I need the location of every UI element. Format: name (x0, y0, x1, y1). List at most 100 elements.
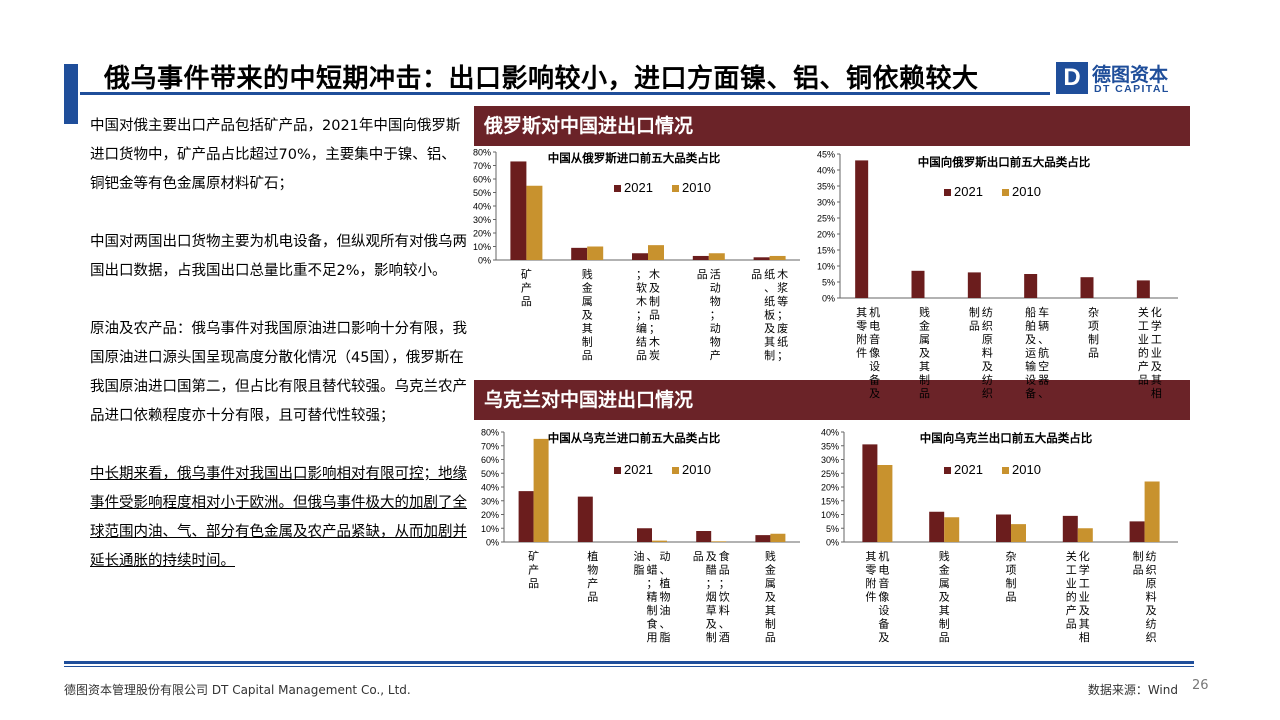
y-tick-label: 10% (473, 242, 491, 252)
svg-text:备: 备 (869, 373, 880, 387)
svg-text:软: 软 (636, 281, 647, 295)
legend-swatch (672, 467, 679, 474)
svg-text:炭: 炭 (649, 349, 660, 362)
y-tick-label: 80% (481, 428, 499, 438)
bar-2021 (632, 253, 648, 260)
svg-text:学: 学 (1151, 319, 1162, 333)
svg-text:及: 及 (706, 618, 717, 631)
svg-text:及: 及 (764, 322, 775, 335)
svg-text:项: 项 (1088, 320, 1099, 333)
svg-text:物: 物 (710, 294, 721, 308)
svg-text:贱: 贱 (765, 550, 776, 563)
x-category-label: 矿产品 (528, 550, 539, 590)
svg-text:工: 工 (1138, 320, 1149, 333)
svg-text:金: 金 (919, 319, 930, 333)
y-tick-label: 60% (473, 175, 491, 185)
svg-text:浆: 浆 (777, 281, 788, 295)
footer-divider (64, 661, 1194, 664)
svg-text:空: 空 (1038, 359, 1049, 373)
svg-text:；: ； (706, 577, 717, 590)
page-title: 俄乌事件带来的中短期冲击：出口影响较小，进口方面镍、铝、铜依赖较大 (104, 64, 979, 94)
legend-swatch (614, 467, 621, 474)
svg-text:其: 其 (939, 604, 950, 617)
paragraph-export-share: 中国对两国出口货物主要为机电设备，但纵观所有对俄乌两国出口数据，占我国出口总量比… (90, 234, 467, 279)
svg-text:产: 产 (521, 281, 532, 295)
svg-text:船: 船 (1025, 305, 1036, 319)
svg-text:及: 及 (582, 309, 593, 322)
svg-text:属: 属 (939, 577, 950, 590)
svg-text:工: 工 (1066, 564, 1077, 577)
y-tick-label: 20% (817, 230, 835, 240)
svg-text:品: 品 (1088, 347, 1099, 360)
svg-text:及: 及 (1025, 333, 1036, 346)
bar-2010 (770, 533, 786, 542)
svg-text:其: 其 (856, 306, 867, 319)
svg-text:料: 料 (982, 346, 993, 360)
svg-text:零: 零 (865, 564, 876, 577)
logo-mark-icon: D (1056, 62, 1088, 94)
svg-text:产: 产 (528, 563, 539, 577)
svg-text:制: 制 (765, 618, 776, 631)
left-text-panel: 中国对俄主要出口产品包括矿产品，2021年中国向俄罗斯进口货物中，矿产品占比超过… (90, 112, 470, 576)
y-tick-label: 15% (817, 246, 835, 256)
svg-text:航: 航 (1038, 346, 1049, 360)
svg-text:其: 其 (865, 550, 876, 563)
bar-2021 (862, 444, 878, 542)
y-tick-label: 30% (821, 455, 839, 465)
legend-label: 2021 (624, 462, 653, 477)
y-tick-label: 30% (817, 198, 835, 208)
bar-2010 (1011, 524, 1026, 542)
y-tick-label: 70% (473, 161, 491, 171)
svg-text:；: ； (710, 309, 721, 322)
svg-text:件: 件 (856, 347, 867, 360)
svg-text:纺: 纺 (982, 373, 993, 387)
title-underline (80, 92, 1050, 95)
svg-text:制: 制 (582, 336, 593, 349)
bar-2010 (648, 245, 664, 260)
y-tick-label: 40% (817, 166, 835, 176)
y-tick-label: 20% (473, 229, 491, 239)
svg-text:结: 结 (636, 336, 647, 349)
svg-text:金: 金 (939, 563, 950, 577)
svg-text:相: 相 (1079, 631, 1090, 644)
bar-2021 (929, 511, 945, 542)
svg-text:木: 木 (649, 336, 660, 349)
svg-text:；: ； (649, 322, 660, 335)
y-tick-label: 30% (481, 496, 499, 506)
svg-text:食: 食 (647, 617, 658, 631)
y-tick-label: 20% (821, 483, 839, 493)
svg-text:及: 及 (1151, 360, 1162, 373)
svg-text:设: 设 (1025, 374, 1036, 387)
x-category-label: 矿产品 (521, 268, 532, 308)
svg-text:品: 品 (636, 349, 647, 362)
svg-text:金: 金 (765, 563, 776, 577)
svg-text:品: 品 (719, 564, 730, 577)
svg-text:制: 制 (764, 349, 775, 362)
svg-text:草: 草 (706, 604, 717, 617)
svg-text:品: 品 (649, 309, 660, 322)
svg-text:纺: 纺 (1146, 549, 1157, 563)
bar-2010 (711, 541, 727, 542)
bar-2010 (1144, 481, 1160, 542)
y-tick-label: 0% (478, 256, 491, 266)
y-tick-label: 10% (821, 510, 839, 520)
y-tick-label: 70% (481, 441, 499, 451)
svg-text:品: 品 (521, 295, 532, 308)
y-tick-label: 10% (481, 524, 499, 534)
y-tick-label: 50% (481, 469, 499, 479)
svg-text:的: 的 (1138, 346, 1149, 360)
footer-source: 数据来源：Wind (1087, 683, 1178, 697)
svg-text:关: 关 (1138, 305, 1149, 319)
svg-text:物: 物 (587, 563, 598, 577)
svg-text:的: 的 (1066, 590, 1077, 604)
